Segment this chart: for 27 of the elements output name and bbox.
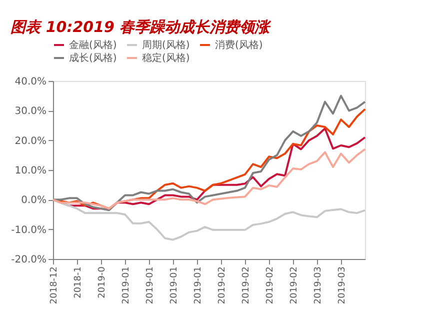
x-tick-label: 2019-03: [314, 266, 324, 304]
legend-label: 金融(风格): [69, 39, 117, 51]
y-tick-label: 30.0%: [14, 106, 46, 118]
x-tick-label: 2019-01: [146, 266, 156, 304]
x-tick-label: 2018-1: [74, 266, 84, 298]
legend-label: 消费(风格): [215, 39, 263, 51]
y-tick-label: 40.0%: [14, 76, 46, 88]
x-tick-label: 2018-12: [50, 266, 60, 304]
y-tick-label: 10.0%: [14, 166, 46, 176]
chart-title: 图表 10:2019 春季躁动成长消费领涨: [10, 18, 272, 36]
legend-label: 稳定(风格): [142, 52, 190, 64]
x-tick-label: 2019-01: [122, 266, 132, 304]
x-tick-label: 2019-02: [290, 266, 300, 304]
x-tick-label: 2019-02: [266, 266, 276, 304]
y-tick-label: 0.0%: [21, 195, 46, 206]
line-series: [52, 148, 366, 210]
x-tick-label: 2019-02: [242, 266, 252, 304]
x-tick-label: 2019-01: [194, 266, 204, 304]
x-tick-label: 2019-02: [218, 266, 228, 304]
legend-label: 周期(风格): [142, 39, 190, 51]
legend-label: 成长(风格): [69, 52, 117, 64]
y-tick-label: -10.0%: [11, 224, 46, 236]
x-tick-label: 2019-01: [170, 266, 180, 304]
x-tick-label: 2019-0: [98, 266, 108, 298]
y-tick-label: -20.0%: [11, 254, 46, 266]
x-tick-label: 2019-03: [338, 266, 348, 304]
y-tick-label: 20.0%: [14, 136, 46, 147]
